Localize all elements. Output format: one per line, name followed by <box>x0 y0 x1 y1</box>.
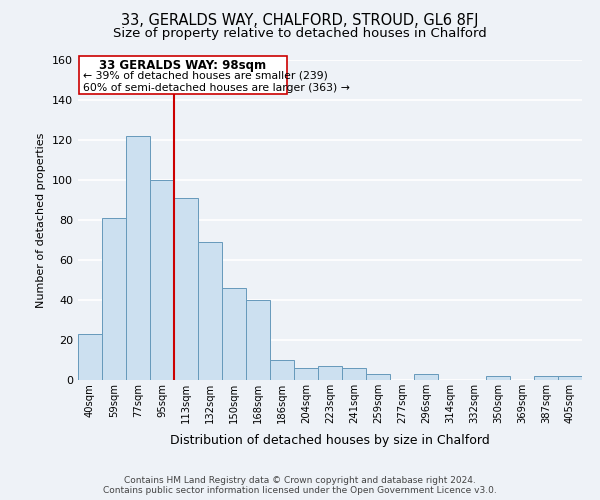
Bar <box>342 368 366 380</box>
Bar <box>294 368 318 380</box>
Bar <box>150 180 174 380</box>
Text: Contains HM Land Registry data © Crown copyright and database right 2024.
Contai: Contains HM Land Registry data © Crown c… <box>103 476 497 495</box>
Bar <box>126 136 150 380</box>
Bar <box>534 376 558 380</box>
Bar <box>270 360 294 380</box>
Y-axis label: Number of detached properties: Number of detached properties <box>37 132 46 308</box>
Bar <box>222 288 246 380</box>
Bar <box>414 374 438 380</box>
Bar <box>102 218 126 380</box>
X-axis label: Distribution of detached houses by size in Chalford: Distribution of detached houses by size … <box>170 434 490 448</box>
Text: 33 GERALDS WAY: 98sqm: 33 GERALDS WAY: 98sqm <box>100 59 266 72</box>
Text: ← 39% of detached houses are smaller (239): ← 39% of detached houses are smaller (23… <box>83 71 328 81</box>
Bar <box>198 242 222 380</box>
Bar <box>486 376 510 380</box>
Bar <box>174 198 198 380</box>
Bar <box>318 366 342 380</box>
Text: 60% of semi-detached houses are larger (363) →: 60% of semi-detached houses are larger (… <box>83 83 350 93</box>
Bar <box>366 374 390 380</box>
Text: 33, GERALDS WAY, CHALFORD, STROUD, GL6 8FJ: 33, GERALDS WAY, CHALFORD, STROUD, GL6 8… <box>121 12 479 28</box>
FancyBboxPatch shape <box>79 56 287 94</box>
Bar <box>78 334 102 380</box>
Bar <box>246 300 270 380</box>
Bar <box>558 376 582 380</box>
Text: Size of property relative to detached houses in Chalford: Size of property relative to detached ho… <box>113 28 487 40</box>
